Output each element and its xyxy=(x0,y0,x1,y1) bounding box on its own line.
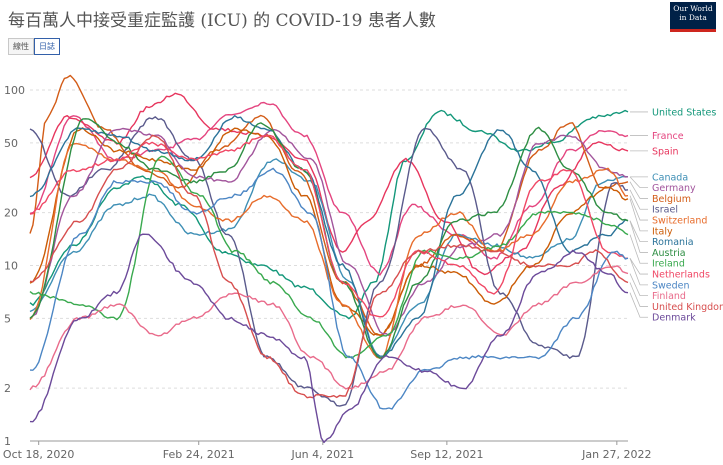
legend-connector xyxy=(629,176,648,189)
legend-connector xyxy=(629,195,648,221)
linear-scale-button[interactable]: 線性 xyxy=(8,38,34,55)
y-tick-label: 2 xyxy=(4,382,11,395)
legend-label[interactable]: Romania xyxy=(652,237,694,248)
series-line-canada[interactable] xyxy=(29,158,629,359)
legend-label[interactable]: Belgium xyxy=(652,194,691,205)
series-line-romania[interactable] xyxy=(29,115,629,357)
series-line-israel[interactable] xyxy=(29,116,629,407)
series-lines xyxy=(29,74,629,444)
series-line-spain[interactable] xyxy=(29,92,629,276)
chart-title: 每百萬人中接受重症監護 (ICU) 的 COVID-19 患者人數 xyxy=(8,11,436,31)
legend-connector xyxy=(629,220,648,253)
y-tick-label: 10 xyxy=(4,259,18,272)
legend-label[interactable]: Spain xyxy=(652,146,679,157)
log-scale-button[interactable]: 日誌 xyxy=(34,38,60,55)
scale-toggle[interactable]: 線性 日誌 xyxy=(8,38,60,55)
y-axis-ticks: 1 2 5 10 20 50 100 xyxy=(4,84,25,448)
legend-label[interactable]: Canada xyxy=(652,172,688,183)
legend-label[interactable]: Germany xyxy=(652,183,696,194)
legend-connector xyxy=(629,258,648,286)
legend-label[interactable]: Sweden xyxy=(652,280,690,291)
owid-logo[interactable]: Our World in Data xyxy=(670,2,716,32)
legend-label[interactable]: Austria xyxy=(652,248,686,259)
series-line-ireland[interactable] xyxy=(29,155,629,359)
legend-label[interactable]: United States xyxy=(652,107,716,118)
legend-label[interactable]: Switzerland xyxy=(652,216,707,227)
series-line-united-kingdom[interactable] xyxy=(29,134,629,399)
legend-connector xyxy=(629,292,648,318)
series-line-denmark[interactable] xyxy=(29,233,629,444)
legend-connector xyxy=(629,220,648,243)
series-line-italy[interactable] xyxy=(29,127,629,336)
legend-label[interactable]: Italy xyxy=(652,226,673,237)
series-line-united-states[interactable] xyxy=(29,109,629,320)
legend-label[interactable]: Denmark xyxy=(652,313,696,324)
x-tick-label: Jan 27, 2022 xyxy=(581,448,651,461)
y-tick-label: 1 xyxy=(4,435,11,448)
legend-connector xyxy=(629,189,648,210)
y-tick-label: 50 xyxy=(4,137,18,150)
legend-label[interactable]: Ireland xyxy=(652,259,685,270)
legend-connector xyxy=(629,258,648,275)
legend-connector xyxy=(629,273,648,297)
x-tick-label: Oct 18, 2020 xyxy=(3,448,75,461)
legend-label[interactable]: Finland xyxy=(652,291,686,302)
legend-connector xyxy=(629,282,648,307)
legend-connector xyxy=(629,234,648,264)
legend-label[interactable]: Israel xyxy=(652,205,678,216)
legend-labels: United States France Spain CanadaGermanyBel… xyxy=(629,107,723,324)
legend-label[interactable]: United Kingdom xyxy=(652,302,723,313)
legend-label[interactable]: France xyxy=(652,131,684,142)
series-line-germany[interactable] xyxy=(29,127,629,337)
legend-label[interactable]: Netherlands xyxy=(652,270,710,281)
series-line-netherlands[interactable] xyxy=(29,134,629,318)
series-line-sweden[interactable] xyxy=(29,167,629,410)
series-line-finland[interactable] xyxy=(29,265,629,391)
y-tick-label: 5 xyxy=(4,312,11,325)
legend-connector xyxy=(629,181,648,199)
y-tick-label: 100 xyxy=(4,84,25,97)
series-line-belgium[interactable] xyxy=(29,74,629,337)
legend-connector xyxy=(629,198,648,232)
y-tick-label: 20 xyxy=(4,207,18,220)
x-axis-ticks: Oct 18, 2020 Feb 24, 2021 Jun 4, 2021 Sep 1… xyxy=(3,440,652,461)
x-tick-label: Sep 12, 2021 xyxy=(410,448,483,461)
x-tick-label: Jun 4, 2021 xyxy=(290,448,354,461)
x-tick-label: Feb 24, 2021 xyxy=(163,448,235,461)
